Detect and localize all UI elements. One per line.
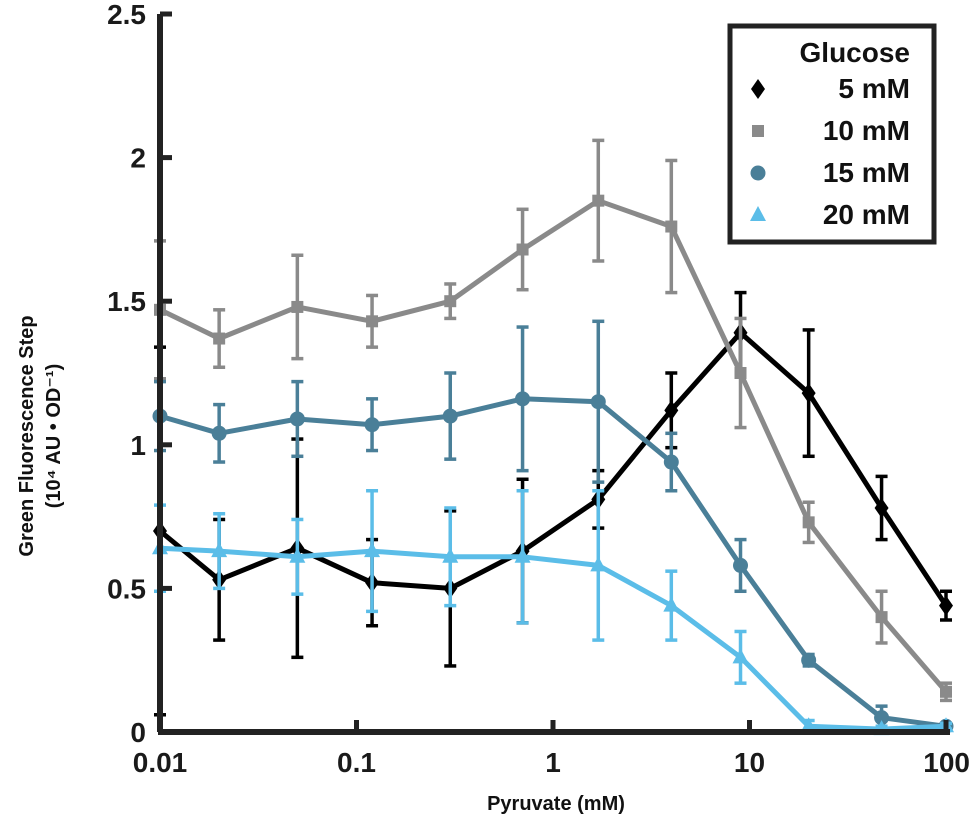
- x-axis-title: Pyruvate (mM): [487, 793, 625, 815]
- data-point: [592, 194, 605, 207]
- data-point: [590, 394, 606, 410]
- data-point: [211, 542, 228, 558]
- series-line: [158, 330, 949, 607]
- data-point: [289, 547, 306, 563]
- data-point: [940, 685, 952, 698]
- data-point: [515, 391, 531, 407]
- series-line: [159, 396, 947, 729]
- series-1: [153, 290, 953, 717]
- y-tick-label: 1.5: [107, 286, 146, 317]
- y-tick-label: 0.5: [107, 573, 146, 604]
- y-tick-label: 1: [130, 430, 146, 461]
- data-point: [665, 220, 678, 233]
- legend-entry: 10 mM: [752, 115, 910, 146]
- data-point: [664, 400, 679, 421]
- data-point: [289, 411, 305, 427]
- legend-title: Glucose: [800, 37, 910, 68]
- series-4: [152, 489, 954, 736]
- x-tick-label: 0.1: [337, 747, 376, 778]
- y-axis-subtitle: (10⁴ AU • OD⁻¹): [43, 364, 65, 509]
- data-point: [444, 295, 457, 308]
- legend-label: 15 mM: [823, 157, 910, 188]
- y-axis-title: Green Fluorescence Step: [16, 315, 38, 556]
- data-point: [366, 315, 379, 328]
- legend-marker: [752, 125, 764, 137]
- data-point: [514, 547, 531, 563]
- data-point: [939, 595, 953, 616]
- data-point: [364, 417, 380, 433]
- data-point: [875, 611, 888, 624]
- legend-entry: 20 mM: [750, 199, 910, 230]
- x-tick-label: 10: [734, 747, 765, 778]
- data-point: [801, 652, 817, 668]
- data-point: [874, 497, 889, 518]
- data-point: [732, 648, 749, 664]
- data-point: [734, 367, 747, 379]
- y-axis: 0 0.5 1 1.5 2 2.5: [107, 0, 172, 748]
- data-point: [213, 332, 226, 345]
- legend: Glucose 5 mM 10 mM 15 mM 20 mM: [727, 23, 937, 245]
- data-point: [211, 425, 227, 441]
- data-point: [801, 383, 816, 404]
- series-line: [159, 545, 947, 732]
- data-point: [800, 717, 817, 733]
- legend-entry: 5 mM: [751, 73, 910, 104]
- legend-entry: 15 mM: [750, 157, 910, 188]
- data-point: [291, 300, 304, 313]
- y-tick-label: 2: [130, 143, 146, 174]
- data-point: [590, 556, 607, 572]
- y-tick-label: 0: [130, 717, 146, 748]
- data-point: [663, 454, 679, 470]
- x-tick-label: 100: [923, 747, 970, 778]
- data-point: [663, 596, 680, 612]
- data-point: [733, 557, 749, 573]
- x-axis: 0.01 0.1 1 10 100: [133, 720, 970, 778]
- legend-label: 20 mM: [823, 199, 910, 230]
- data-point: [364, 542, 381, 558]
- legend-marker: [750, 206, 766, 221]
- legend-label: 5 mM: [838, 73, 910, 104]
- x-tick-label: 1: [545, 747, 561, 778]
- data-point: [442, 408, 458, 424]
- data-point: [516, 243, 529, 256]
- x-tick-label: 0.01: [133, 747, 188, 778]
- y-tick-label: 2.5: [107, 0, 146, 30]
- series-line: [158, 198, 948, 694]
- legend-marker: [750, 165, 766, 181]
- plot-series: [152, 138, 954, 736]
- data-point: [442, 547, 459, 563]
- data-point: [874, 710, 890, 726]
- legend-marker: [751, 79, 765, 99]
- data-point: [802, 516, 815, 529]
- legend-label: 10 mM: [823, 115, 910, 146]
